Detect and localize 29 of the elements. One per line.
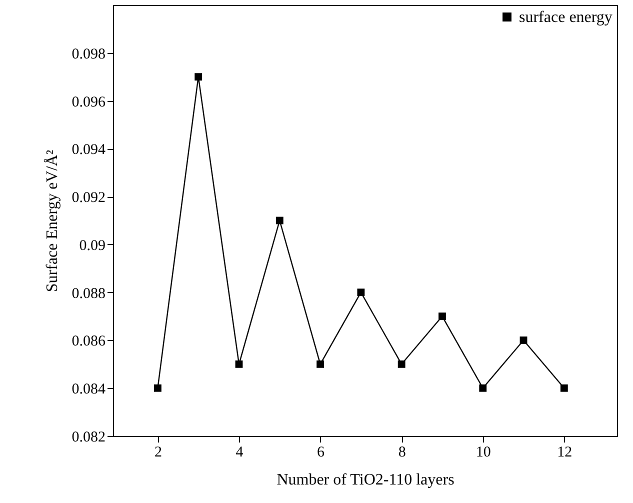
y-tick-label: 0.084: [72, 382, 106, 398]
y-tick-label: 0.09: [79, 238, 106, 254]
point: [398, 360, 406, 368]
point: [316, 360, 324, 368]
x-tick-label: 2: [154, 444, 162, 460]
x-tick-label: 8: [398, 444, 406, 460]
y-tick-label: 0.088: [72, 286, 106, 302]
point: [357, 288, 365, 296]
x-tick-label: 12: [557, 444, 572, 460]
y-tick-label: 0.092: [72, 190, 106, 206]
point: [235, 360, 243, 368]
x-axis-title: Number of TiO2-110 layers: [276, 472, 454, 488]
point: [479, 384, 487, 392]
point: [560, 384, 568, 392]
point: [276, 216, 284, 224]
point: [194, 73, 202, 81]
point: [520, 336, 528, 344]
y-tick-label: 0.098: [72, 46, 106, 62]
x-tick-label: 6: [317, 444, 326, 460]
x-tick-label: 4: [236, 444, 244, 460]
y-tick-label: 0.096: [72, 94, 106, 110]
y-tick-label: 0.094: [72, 142, 106, 158]
point: [154, 384, 162, 392]
y-tick-label: 0.082: [72, 430, 106, 446]
y-tick-label: 0.086: [72, 334, 106, 350]
legend-label: surface energy: [519, 9, 612, 26]
y-axis-title: Surface Energy eV/Å²: [42, 150, 61, 292]
x-tick-label: 10: [476, 444, 491, 460]
point: [438, 312, 446, 320]
